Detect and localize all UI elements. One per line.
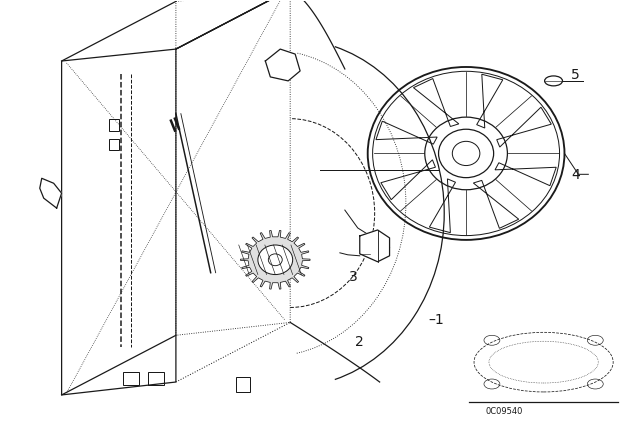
Polygon shape (40, 178, 61, 208)
Polygon shape (360, 230, 390, 262)
Text: 5: 5 (572, 68, 580, 82)
Text: 4: 4 (572, 168, 580, 182)
Ellipse shape (258, 245, 292, 275)
Polygon shape (241, 230, 310, 289)
Text: 2: 2 (355, 335, 364, 349)
Text: 3: 3 (349, 271, 357, 284)
Polygon shape (266, 49, 300, 81)
Text: –1: –1 (428, 313, 444, 327)
Text: 0C09540: 0C09540 (486, 407, 524, 416)
